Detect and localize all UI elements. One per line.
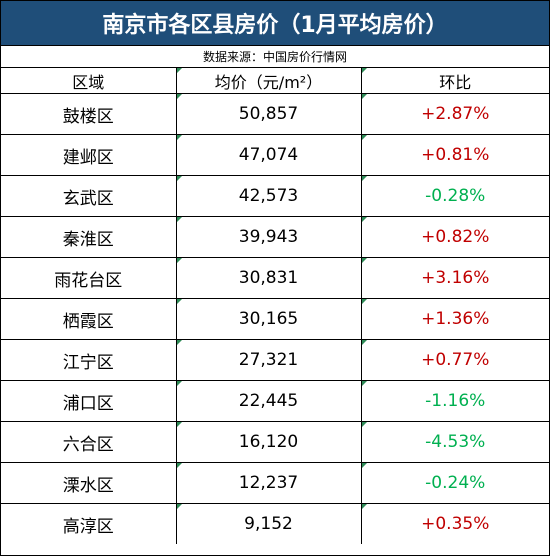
district-cell: 栖霞区	[1, 298, 177, 340]
district-cell: 六合区	[1, 421, 177, 463]
table-row: 秦淮区 39,943 +0.82%	[1, 216, 549, 258]
header-price: 均价（元/m²）	[175, 68, 362, 94]
change-cell: +0.35%	[360, 503, 549, 544]
price-cell: 39,943	[175, 216, 362, 258]
data-source-note: 数据来源：中国房价行情网	[1, 46, 549, 68]
price-cell: 50,857	[175, 93, 362, 135]
district-cell: 玄武区	[1, 175, 177, 217]
change-cell: +0.77%	[360, 339, 549, 381]
district-cell: 溧水区	[1, 462, 177, 504]
table-title: 南京市各区县房价（1月平均房价）	[1, 1, 549, 46]
district-cell: 浦口区	[1, 380, 177, 422]
change-cell: -1.16%	[360, 380, 549, 422]
price-cell: 27,321	[175, 339, 362, 381]
price-cell: 30,165	[175, 298, 362, 340]
change-cell: -4.53%	[360, 421, 549, 463]
district-cell: 秦淮区	[1, 216, 177, 258]
change-cell: +0.82%	[360, 216, 549, 258]
price-cell: 42,573	[175, 175, 362, 217]
change-cell: -0.24%	[360, 462, 549, 504]
district-cell: 高淳区	[1, 503, 177, 544]
table-row: 雨花台区 30,831 +3.16%	[1, 257, 549, 299]
header-change: 环比	[360, 68, 549, 94]
change-cell: +3.16%	[360, 257, 549, 299]
price-table: 区域 均价（元/m²） 环比 鼓楼区 50,857 +2.87% 建邺区 47,…	[1, 68, 549, 544]
price-cell: 22,445	[175, 380, 362, 422]
district-cell: 江宁区	[1, 339, 177, 381]
table-row: 鼓楼区 50,857 +2.87%	[1, 93, 549, 135]
change-cell: +0.81%	[360, 134, 549, 176]
price-cell: 9,152	[175, 503, 362, 544]
table-row: 玄武区 42,573 -0.28%	[1, 175, 549, 217]
header-row: 区域 均价（元/m²） 环比	[1, 68, 549, 94]
price-cell: 30,831	[175, 257, 362, 299]
price-cell: 12,237	[175, 462, 362, 504]
change-cell: +2.87%	[360, 93, 549, 135]
price-cell: 16,120	[175, 421, 362, 463]
change-cell: -0.28%	[360, 175, 549, 217]
change-cell: +1.36%	[360, 298, 549, 340]
table-row: 江宁区 27,321 +0.77%	[1, 339, 549, 381]
table-row: 溧水区 12,237 -0.24%	[1, 462, 549, 504]
table-row: 六合区 16,120 -4.53%	[1, 421, 549, 463]
district-cell: 建邺区	[1, 134, 177, 176]
table-row: 高淳区 9,152 +0.35%	[1, 503, 549, 544]
table-row: 建邺区 47,074 +0.81%	[1, 134, 549, 176]
district-cell: 雨花台区	[1, 257, 177, 299]
table-row: 栖霞区 30,165 +1.36%	[1, 298, 549, 340]
header-district: 区域	[1, 68, 177, 94]
price-cell: 47,074	[175, 134, 362, 176]
district-cell: 鼓楼区	[1, 93, 177, 135]
table-row: 浦口区 22,445 -1.16%	[1, 380, 549, 422]
